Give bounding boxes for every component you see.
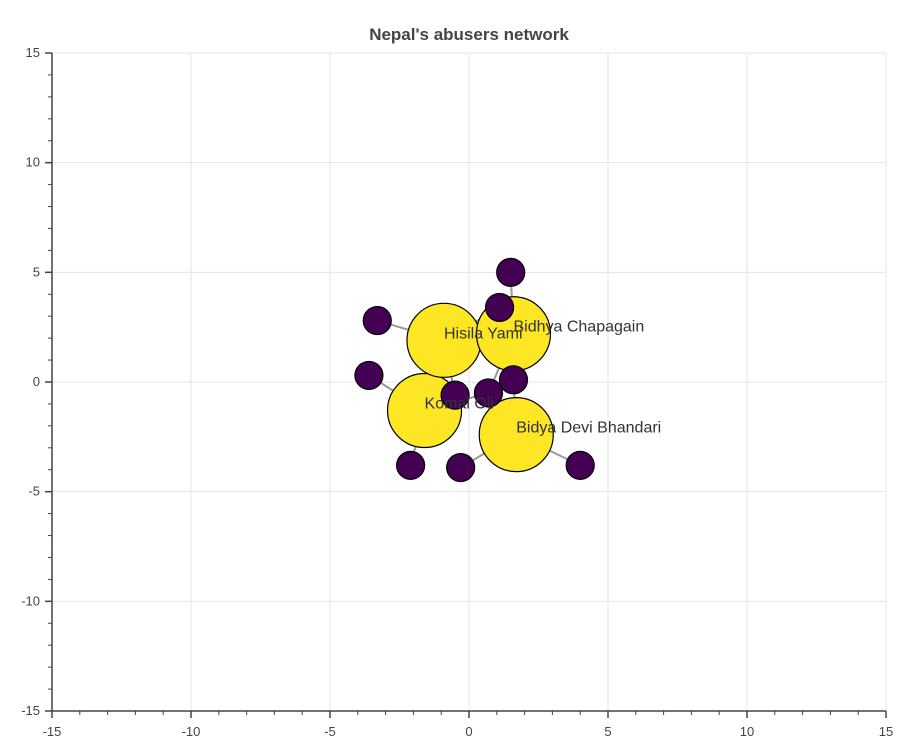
leaf-node [473, 378, 504, 408]
leaf-node [484, 292, 515, 323]
x-tick-label: 15 [879, 724, 893, 739]
axis-layer: -15 -10 -5 0 5 10 15 -15 -10 -5 0 5 10 15 [21, 45, 893, 739]
leaf-node [396, 450, 426, 480]
leaf-node [354, 360, 384, 391]
node-label-bidhya: Bidhya Chapagain [513, 319, 644, 336]
leaf-node [440, 380, 470, 410]
y-tick-label: -5 [28, 484, 40, 499]
x-tick-label: 10 [740, 724, 754, 739]
hub-node-bidya [478, 397, 554, 473]
node-layer [354, 257, 595, 483]
x-tick-label: -5 [324, 724, 336, 739]
node-label-bidya: Bidya Devi Bhandari [516, 420, 661, 437]
leaf-node [498, 365, 529, 395]
y-tick-label: -15 [21, 703, 40, 718]
leaf-node [496, 257, 526, 287]
y-tick-label: 0 [33, 374, 40, 389]
x-tick-label: 5 [604, 724, 611, 739]
y-tick-label: 5 [33, 264, 40, 279]
node-label-komal: Komal Oli [425, 396, 494, 413]
node-label-hisila: Hisila Yami [444, 325, 523, 342]
leaf-node [565, 450, 595, 480]
x-tick-label: -10 [182, 724, 201, 739]
y-tick-label: -10 [21, 593, 40, 608]
y-tick-label: 10 [26, 155, 40, 170]
leaf-node [446, 452, 476, 483]
x-tick-label: -15 [43, 724, 62, 739]
chart-title: Nepal's abusers network [369, 25, 569, 44]
y-tick-label: 15 [26, 45, 40, 60]
leaf-node [362, 305, 392, 336]
x-tick-label: 0 [465, 724, 472, 739]
